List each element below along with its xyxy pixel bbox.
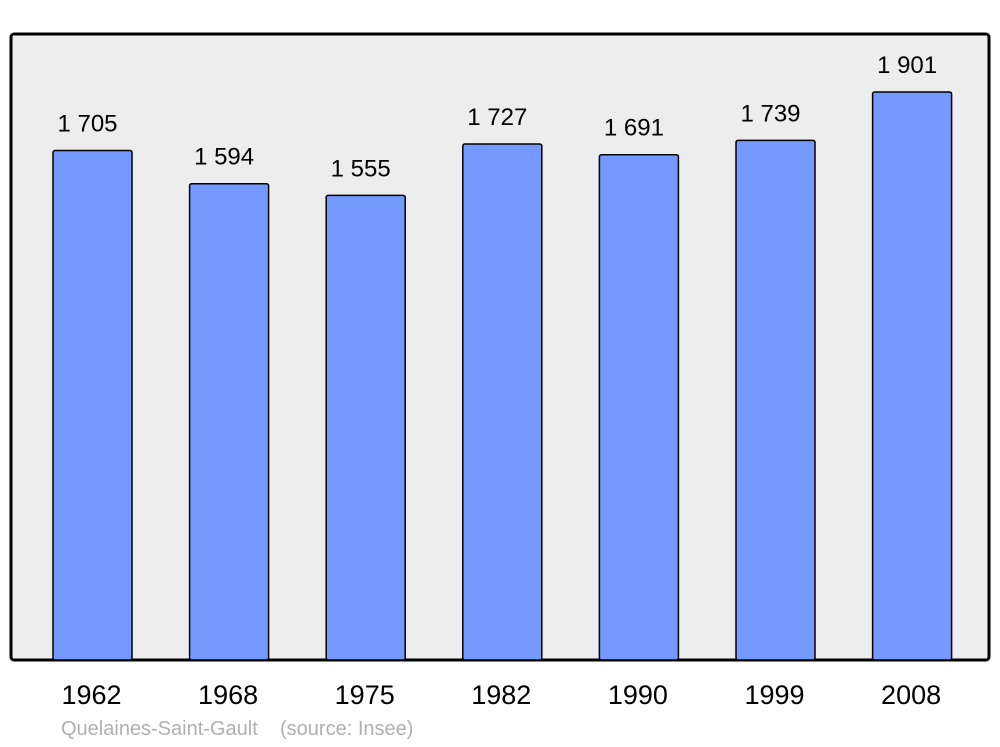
chart-footer: Quelaines-Saint-Gault (source: Insee) <box>61 718 413 741</box>
value-label-1968: 1 594 <box>194 144 254 171</box>
value-label-1962: 1 705 <box>57 111 117 138</box>
bar-1990 <box>598 153 680 661</box>
category-label-1968: 1968 <box>198 680 258 710</box>
bar-1975 <box>325 194 406 661</box>
category-label-1975: 1975 <box>335 680 395 710</box>
value-label-2008: 1 901 <box>877 52 937 79</box>
bar-1968 <box>188 182 270 661</box>
category-label-1999: 1999 <box>744 680 804 710</box>
value-label-1999: 1 739 <box>740 100 800 127</box>
value-label-1982: 1 727 <box>467 104 527 131</box>
bar-1962 <box>52 149 133 661</box>
source-note: (source: Insee) <box>280 718 414 740</box>
category-label-1982: 1982 <box>471 680 531 710</box>
category-label-2008: 2008 <box>881 680 941 710</box>
value-label-1990: 1 691 <box>604 115 664 142</box>
bar-1982 <box>462 143 543 661</box>
bar-1999 <box>735 139 816 661</box>
value-label-1975: 1 555 <box>331 155 391 182</box>
category-label-1990: 1990 <box>608 680 668 710</box>
category-label-1962: 1962 <box>61 680 121 710</box>
place-name: Quelaines-Saint-Gault <box>61 718 258 740</box>
bar-2008 <box>871 91 953 661</box>
